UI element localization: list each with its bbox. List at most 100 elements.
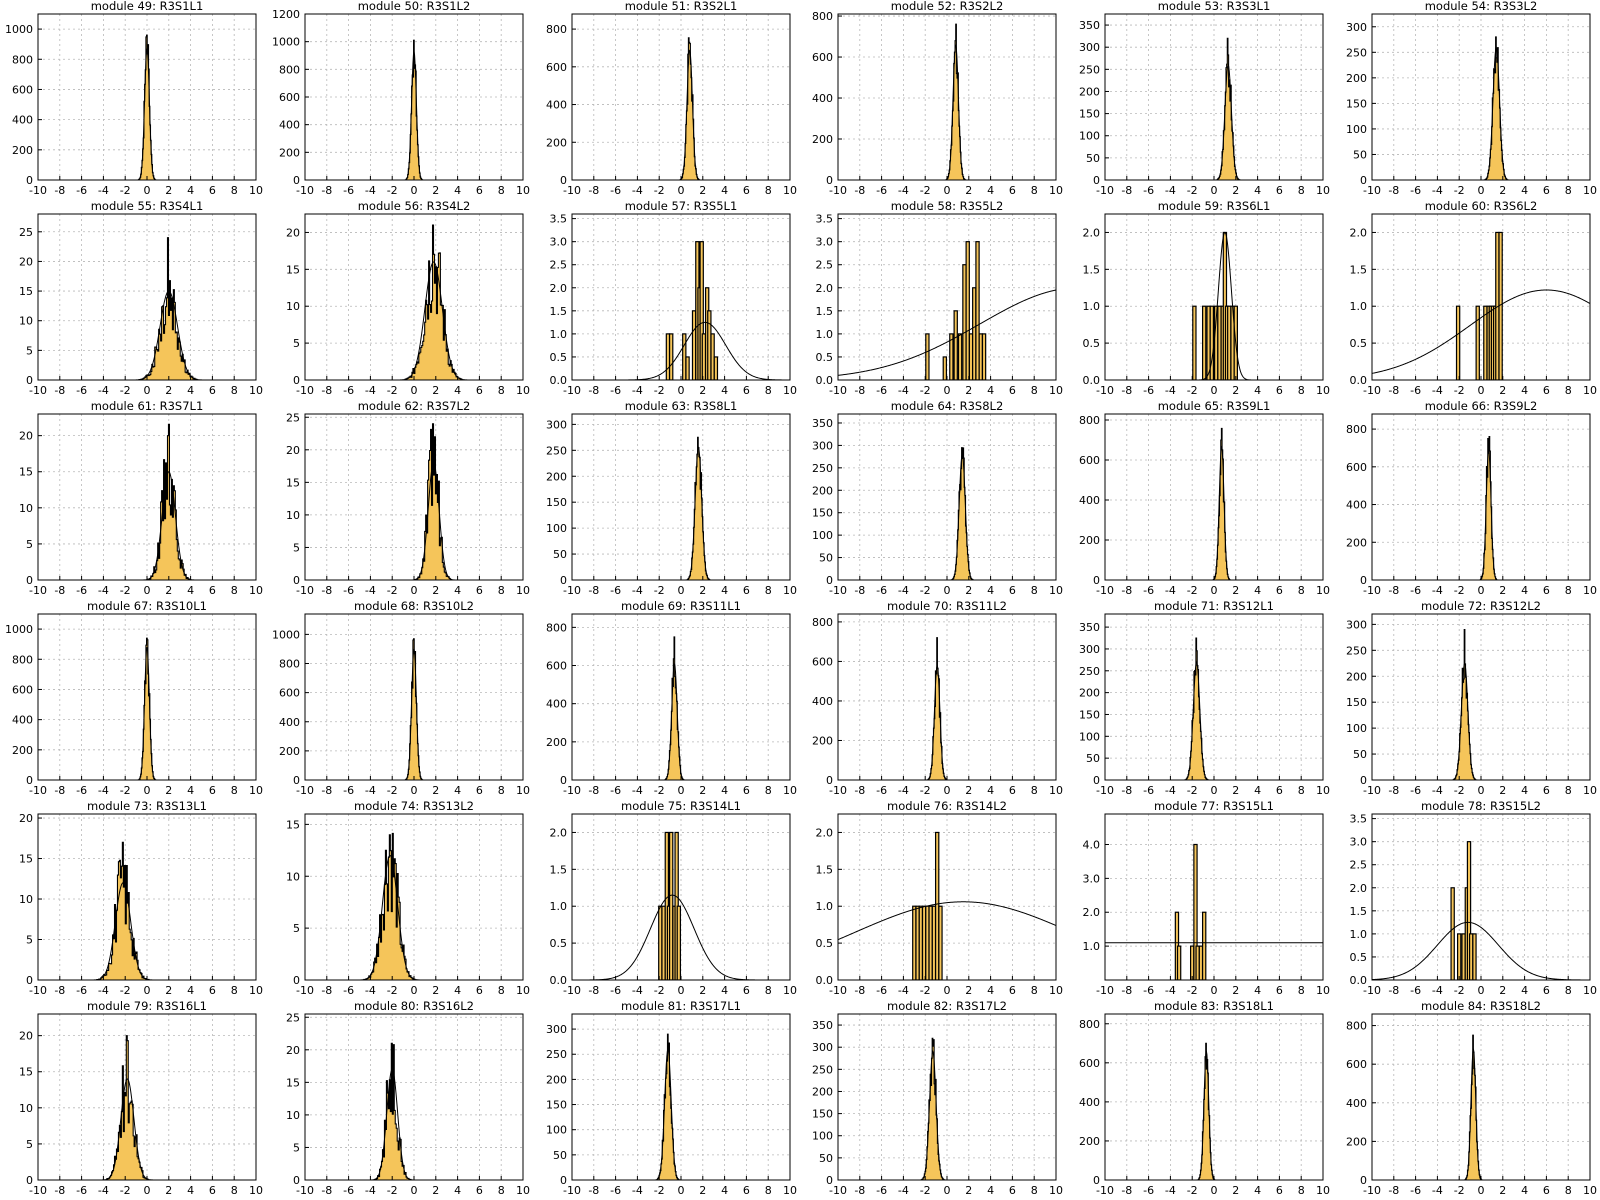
x-tick-label: 2 xyxy=(432,584,439,597)
panel-84: module 84: R3S18L2 -10 -8 -6 -4 -2 0 2 4 6 8 10 0 200… xyxy=(1346,999,1597,1197)
panel-79: module 79: R3S16L1 -10 -8 -6 -4 -2 0 2 4 6 8 10 0 5 10… xyxy=(19,999,263,1197)
y-tick-label: 2.0 xyxy=(1350,226,1368,239)
x-tick-label: -4 xyxy=(98,1184,109,1197)
x-tick-label: -6 xyxy=(610,584,621,597)
y-tick-label: 1.0 xyxy=(816,328,834,341)
x-tick-label: 8 xyxy=(498,184,505,197)
y-tick-label: 0 xyxy=(26,974,33,987)
hist-fill xyxy=(572,1034,790,1180)
y-tick-label: 0 xyxy=(826,774,833,787)
x-tick-label: -6 xyxy=(610,184,621,197)
y-tick-label: 300 xyxy=(812,1041,833,1054)
y-tick-label: 5 xyxy=(293,541,300,554)
x-tick-label: -6 xyxy=(876,1184,887,1197)
panel-title: module 84: R3S18L2 xyxy=(1421,999,1541,1013)
x-tick-label: -2 xyxy=(120,384,131,397)
y-tick-label: 10 xyxy=(19,1102,33,1115)
x-tick-label: 4 xyxy=(187,1184,194,1197)
x-tick-label: 4 xyxy=(187,184,194,197)
x-tick-label: 2 xyxy=(1232,184,1239,197)
x-tick-label: 4 xyxy=(454,784,461,797)
y-tick-label: 0.5 xyxy=(1083,337,1101,350)
x-tick-label: -6 xyxy=(343,384,354,397)
panel-51: module 51: R3S2L1 -10 -8 -6 -4 -2 0 2 4 6 8 10 0 200 4… xyxy=(546,0,797,197)
y-tick-label: 0.5 xyxy=(1350,951,1368,964)
fit-curve xyxy=(838,452,1056,580)
x-tick-label: 0 xyxy=(144,184,151,197)
panel-title: module 78: R3S15L2 xyxy=(1421,799,1541,813)
x-tick-label: 4 xyxy=(454,584,461,597)
x-tick-label: -6 xyxy=(76,984,87,997)
x-tick-label: 8 xyxy=(1565,384,1572,397)
fit-curve xyxy=(1372,921,1590,980)
x-tick-label: 0 xyxy=(944,184,951,197)
y-tick-label: 200 xyxy=(12,744,33,757)
hist-fill xyxy=(572,636,790,780)
panel-69: module 69: R3S11L1 -10 -8 -6 -4 -2 0 2 4 6 8 10 0 200… xyxy=(546,599,797,797)
fit-curve xyxy=(305,51,523,180)
x-tick-label: 8 xyxy=(1298,984,1305,997)
x-tick-label: -10 xyxy=(1096,384,1114,397)
hist-fill xyxy=(305,225,523,380)
x-tick-label: 6 xyxy=(476,584,483,597)
histogram xyxy=(572,636,790,780)
x-tick-label: 4 xyxy=(721,384,728,397)
x-tick-label: 10 xyxy=(249,584,263,597)
y-tick-label: 350 xyxy=(812,1019,833,1032)
y-tick-label: 0 xyxy=(26,174,33,187)
x-tick-label: -2 xyxy=(1187,584,1198,597)
y-tick-label: 600 xyxy=(546,660,567,673)
y-tick-label: 15 xyxy=(286,818,300,831)
y-tick-label: 800 xyxy=(12,53,33,66)
y-tick-label: 3.0 xyxy=(816,236,834,249)
y-tick-label: 0 xyxy=(1093,1174,1100,1187)
x-tick-label: 8 xyxy=(498,1184,505,1197)
x-tick-label: 0 xyxy=(411,984,418,997)
fit-curve xyxy=(305,648,523,780)
x-tick-label: -8 xyxy=(1121,784,1132,797)
hist-bar xyxy=(953,310,958,380)
x-tick-label: 2 xyxy=(432,384,439,397)
y-tick-label: 1.0 xyxy=(1083,940,1101,953)
y-tick-label: 50 xyxy=(819,1152,833,1165)
x-tick-label: -2 xyxy=(1187,184,1198,197)
y-tick-label: 250 xyxy=(1079,63,1100,76)
x-tick-label: 10 xyxy=(1316,584,1330,597)
y-tick-label: 2.5 xyxy=(1350,859,1368,872)
x-tick-label: 0 xyxy=(678,384,685,397)
histogram xyxy=(38,841,256,980)
y-tick-label: 2.5 xyxy=(550,259,568,272)
x-tick-label: -8 xyxy=(321,1184,332,1197)
x-tick-label: 6 xyxy=(1543,384,1550,397)
y-tick-label: 50 xyxy=(1353,148,1367,161)
panel-title: module 76: R3S14L2 xyxy=(887,799,1007,813)
x-tick-label: -4 xyxy=(1432,384,1443,397)
x-tick-label: 10 xyxy=(1316,984,1330,997)
x-tick-label: -6 xyxy=(876,784,887,797)
x-tick-label: 8 xyxy=(1298,784,1305,797)
panel-56: module 56: R3S4L2 -10 -8 -6 -4 -2 0 2 4 6 8 10 0 5 10 1… xyxy=(286,199,530,397)
hist-outline xyxy=(572,1033,790,1180)
y-tick-label: 250 xyxy=(546,1048,567,1061)
x-tick-label: -8 xyxy=(321,384,332,397)
x-tick-label: -4 xyxy=(98,784,109,797)
y-tick-label: 2.5 xyxy=(816,259,834,272)
x-tick-label: 6 xyxy=(209,784,216,797)
x-tick-label: 2 xyxy=(165,1184,172,1197)
x-tick-label: 8 xyxy=(498,784,505,797)
x-tick-label: -4 xyxy=(632,584,643,597)
x-tick-label: -2 xyxy=(387,784,398,797)
panel-title: module 81: R3S17L1 xyxy=(621,999,741,1013)
x-tick-label: 0 xyxy=(678,584,685,597)
panel-title: module 64: R3S8L2 xyxy=(891,399,1004,413)
hist-bar xyxy=(981,333,987,380)
x-tick-label: -4 xyxy=(632,784,643,797)
panel-67: module 67: R3S10L1 -10 -8 -6 -4 -2 0 2 4 6 8 10 0 200… xyxy=(5,599,263,797)
panel-title: module 56: R3S4L2 xyxy=(358,199,471,213)
x-tick-label: 6 xyxy=(209,584,216,597)
hist-outline xyxy=(305,638,523,780)
x-tick-label: -2 xyxy=(920,984,931,997)
x-tick-label: -4 xyxy=(1165,384,1176,397)
y-tick-label: 0.5 xyxy=(816,937,834,950)
x-tick-label: -6 xyxy=(343,984,354,997)
